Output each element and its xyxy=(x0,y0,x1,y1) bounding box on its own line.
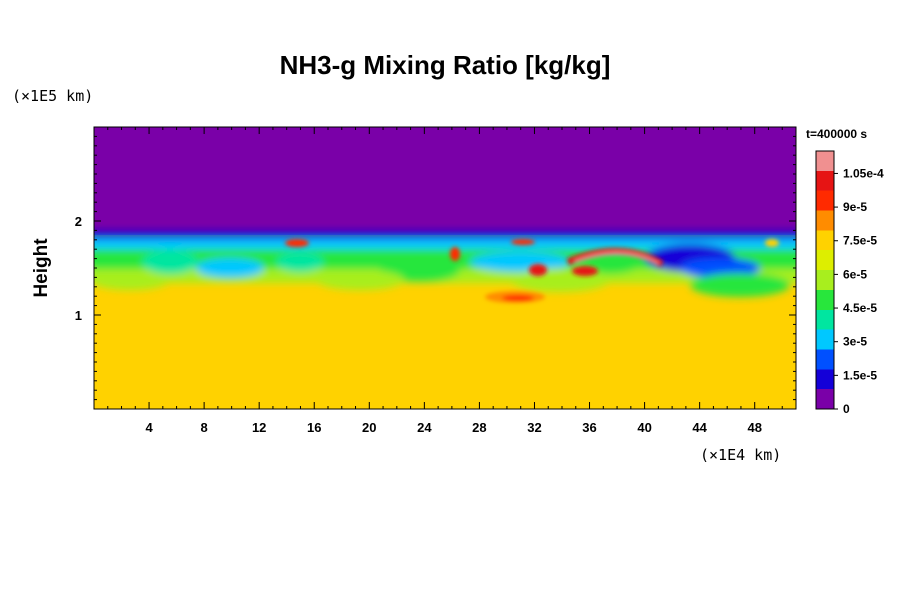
colorbar-tick-label: 4.5e-5 xyxy=(843,301,877,315)
x-tick-label: 32 xyxy=(527,420,541,435)
x-tick-label: 24 xyxy=(417,420,432,435)
heatmap-field xyxy=(94,127,796,409)
colorbar-tick-label: 7.5e-5 xyxy=(843,234,877,248)
x-tick-label: 36 xyxy=(582,420,596,435)
field-mixing-band xyxy=(94,231,796,297)
y-axis-label: Height xyxy=(31,238,52,298)
y-unit-label: (×1E5 km) xyxy=(12,87,93,105)
time-label: t=400000 s xyxy=(806,127,867,141)
colorbar-tick-label: 1.5e-5 xyxy=(843,368,877,382)
x-axis: 4 8 12 16 20 24 28 32 36 40 44 48 xyxy=(107,127,783,435)
y-tick-label: 2 xyxy=(75,214,82,229)
x-tick-label: 48 xyxy=(747,420,761,435)
y-axis: 12 xyxy=(75,135,796,401)
colorbar xyxy=(815,150,835,410)
y-tick-label: 1 xyxy=(75,308,82,323)
x-tick-label: 8 xyxy=(201,420,208,435)
x-tick-label: 20 xyxy=(362,420,376,435)
x-tick-label: 16 xyxy=(307,420,321,435)
colorbar-tick-label: 1.05e-4 xyxy=(843,166,884,180)
x-tick-label: 44 xyxy=(692,420,707,435)
x-unit-label: (×1E4 km) xyxy=(700,446,781,464)
x-tick-label: 12 xyxy=(252,420,266,435)
colorbar-tick-label: 9e-5 xyxy=(843,200,867,214)
colorbar-tick-label: 6e-5 xyxy=(843,267,867,281)
field-hot-spots xyxy=(285,239,779,303)
colorbar-tick-label: 3e-5 xyxy=(843,335,867,349)
x-tick-label: 4 xyxy=(145,420,153,435)
colorbar-ticks: 0 1.5e-5 3e-5 4.5e-5 6e-5 7.5e-5 9e-5 1.05e-4 xyxy=(834,166,884,416)
field-upper-layer xyxy=(94,127,796,236)
chart-title: NH3-g Mixing Ratio [kg/kg] xyxy=(280,50,611,80)
colorbar-tick-label: 0 xyxy=(843,402,850,416)
x-tick-label: 40 xyxy=(637,420,651,435)
x-tick-label: 28 xyxy=(472,420,486,435)
